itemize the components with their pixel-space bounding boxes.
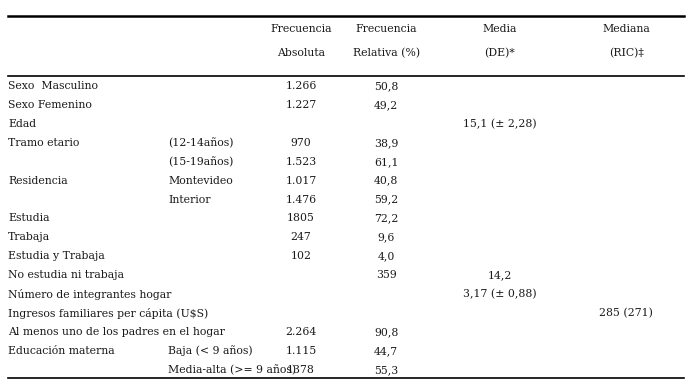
Text: 38,9: 38,9: [374, 138, 399, 148]
Text: Estudia y Trabaja: Estudia y Trabaja: [8, 251, 105, 261]
Text: Interior: Interior: [168, 194, 210, 204]
Text: 2.264: 2.264: [285, 327, 317, 337]
Text: (RIC)‡: (RIC)‡: [609, 48, 644, 59]
Text: Media: Media: [482, 24, 517, 34]
Text: 40,8: 40,8: [374, 176, 399, 185]
Text: Sexo  Masculino: Sexo Masculino: [8, 81, 98, 91]
Text: 72,2: 72,2: [374, 213, 399, 223]
Text: 1.227: 1.227: [285, 100, 317, 110]
Text: Relativa (%): Relativa (%): [352, 48, 420, 59]
Text: 55,3: 55,3: [374, 365, 399, 375]
Text: 359: 359: [376, 270, 397, 280]
Text: (DE)*: (DE)*: [484, 48, 515, 59]
Text: 61,1: 61,1: [374, 157, 399, 167]
Text: Frecuencia: Frecuencia: [356, 24, 417, 34]
Text: 3,17 (± 0,88): 3,17 (± 0,88): [463, 289, 536, 299]
Text: 102: 102: [291, 251, 311, 261]
Text: Edad: Edad: [8, 119, 37, 129]
Text: 1.523: 1.523: [285, 157, 317, 167]
Text: 247: 247: [291, 232, 311, 242]
Text: Media-alta (>= 9 años): Media-alta (>= 9 años): [168, 364, 296, 375]
Text: Estudia: Estudia: [8, 213, 50, 223]
Text: (12-14años): (12-14años): [168, 137, 234, 148]
Text: Montevideo: Montevideo: [168, 176, 233, 185]
Text: 9,6: 9,6: [377, 232, 395, 242]
Text: 4,0: 4,0: [377, 251, 395, 261]
Text: Ingresos familiares per cápita (U$S): Ingresos familiares per cápita (U$S): [8, 308, 208, 319]
Text: 90,8: 90,8: [374, 327, 399, 337]
Text: 285 (271): 285 (271): [599, 308, 653, 318]
Text: 59,2: 59,2: [374, 194, 399, 204]
Text: 1.017: 1.017: [285, 176, 317, 185]
Text: 50,8: 50,8: [374, 81, 399, 91]
Text: Residencia: Residencia: [8, 176, 68, 185]
Text: Tramo etario: Tramo etario: [8, 138, 80, 148]
Text: 1805: 1805: [287, 213, 315, 223]
Text: Mediana: Mediana: [602, 24, 650, 34]
Text: Baja (< 9 años): Baja (< 9 años): [168, 345, 253, 356]
Text: 1.266: 1.266: [285, 81, 317, 91]
Text: Absoluta: Absoluta: [277, 48, 325, 58]
Text: 970: 970: [291, 138, 311, 148]
Text: 14,2: 14,2: [487, 270, 512, 280]
Text: 1.476: 1.476: [286, 194, 316, 204]
Text: 1378: 1378: [287, 365, 315, 375]
Text: No estudia ni trabaja: No estudia ni trabaja: [8, 270, 125, 280]
Text: (15-19años): (15-19años): [168, 156, 233, 167]
Text: Sexo Femenino: Sexo Femenino: [8, 100, 92, 110]
Text: Educación materna: Educación materna: [8, 346, 115, 356]
Text: 49,2: 49,2: [374, 100, 399, 110]
Text: 15,1 (± 2,28): 15,1 (± 2,28): [463, 119, 536, 129]
Text: Al menos uno de los padres en el hogar: Al menos uno de los padres en el hogar: [8, 327, 225, 337]
Text: 1.115: 1.115: [285, 346, 317, 356]
Text: Número de integrantes hogar: Número de integrantes hogar: [8, 289, 172, 300]
Text: 44,7: 44,7: [374, 346, 398, 356]
Text: Frecuencia: Frecuencia: [271, 24, 331, 34]
Text: Trabaja: Trabaja: [8, 232, 51, 242]
